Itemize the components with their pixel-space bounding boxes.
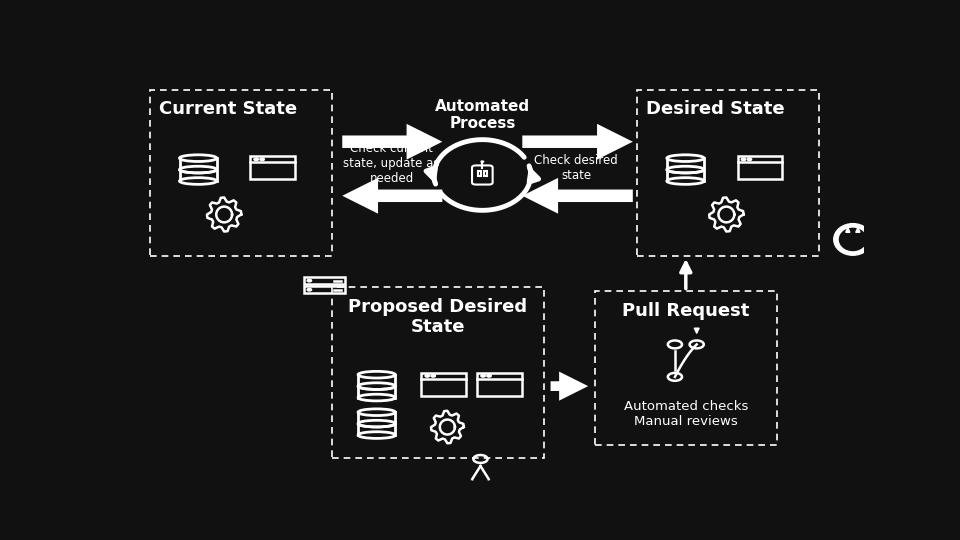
Circle shape <box>307 279 312 282</box>
Text: Desired State: Desired State <box>646 100 784 118</box>
Bar <box>484 171 487 176</box>
Bar <box>421 373 466 396</box>
Bar <box>304 277 345 284</box>
Bar <box>594 292 777 446</box>
Circle shape <box>487 375 492 377</box>
Circle shape <box>307 288 312 291</box>
Circle shape <box>481 161 484 163</box>
Circle shape <box>481 375 486 377</box>
Bar <box>150 90 332 256</box>
Ellipse shape <box>839 228 866 251</box>
Circle shape <box>431 375 436 377</box>
Text: Current State: Current State <box>158 100 297 118</box>
Bar <box>477 373 522 396</box>
Text: Pull Request: Pull Request <box>622 302 750 320</box>
Ellipse shape <box>833 224 872 255</box>
Bar <box>637 90 819 256</box>
Bar <box>304 286 345 293</box>
Bar <box>251 157 295 179</box>
Text: Check desired
state: Check desired state <box>534 154 618 182</box>
Text: Automated
Process: Automated Process <box>435 99 530 131</box>
Polygon shape <box>855 227 860 232</box>
Ellipse shape <box>180 155 217 161</box>
Ellipse shape <box>358 372 396 378</box>
Bar <box>737 157 782 179</box>
Text: Automated checks
Manual reviews: Automated checks Manual reviews <box>624 400 748 428</box>
Circle shape <box>747 158 752 160</box>
Text: Check current
state, update as
needed: Check current state, update as needed <box>344 142 440 185</box>
Circle shape <box>254 158 258 160</box>
Circle shape <box>741 158 746 160</box>
Bar <box>478 171 481 176</box>
Polygon shape <box>846 227 850 232</box>
Text: Proposed Desired
State: Proposed Desired State <box>348 298 528 336</box>
Bar <box>332 287 544 458</box>
Ellipse shape <box>667 155 704 161</box>
Ellipse shape <box>358 409 396 415</box>
FancyBboxPatch shape <box>472 165 492 185</box>
Circle shape <box>260 158 264 160</box>
Circle shape <box>425 375 429 377</box>
